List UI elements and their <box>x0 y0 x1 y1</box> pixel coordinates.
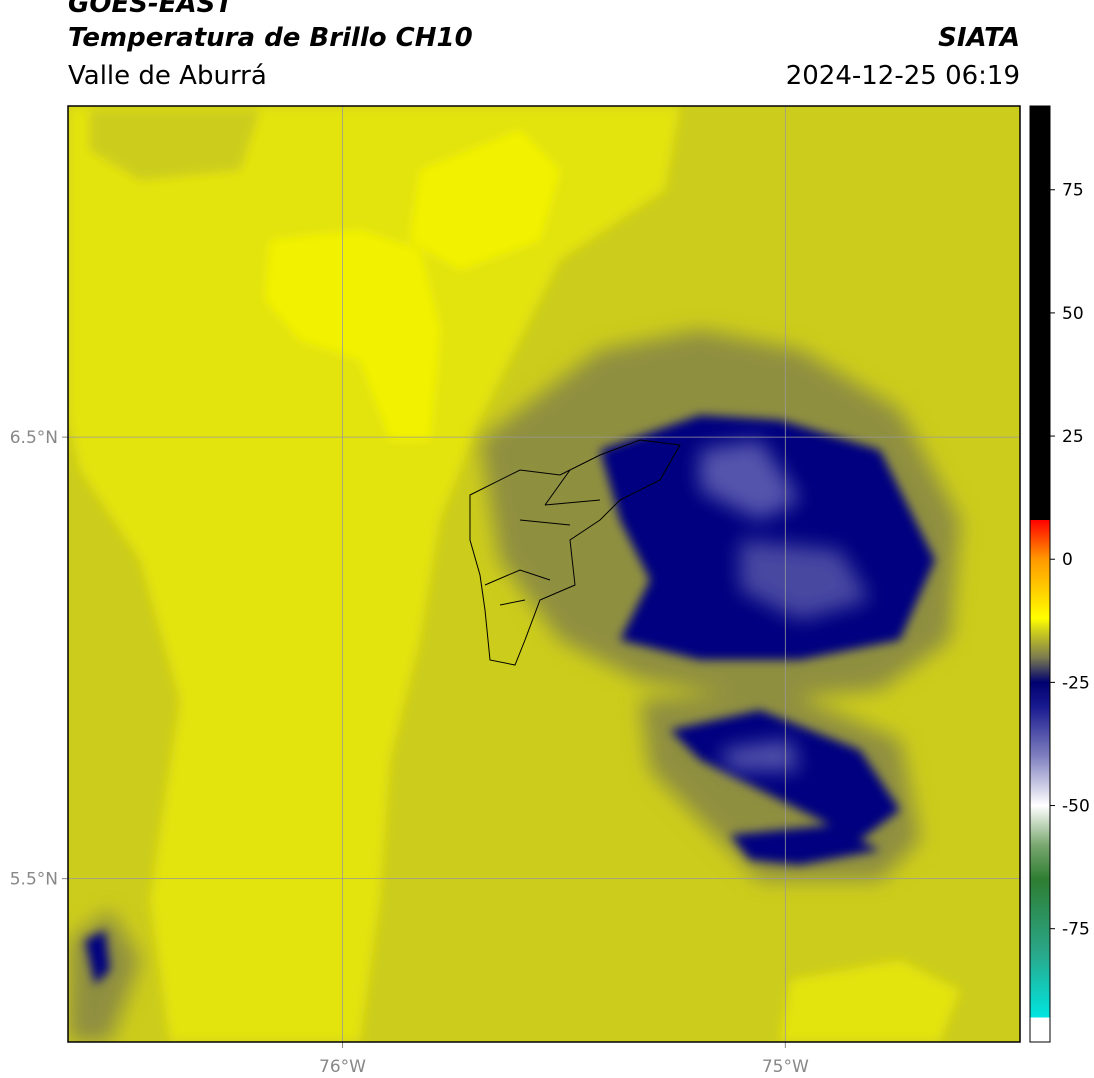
map-frame <box>67 105 1021 1043</box>
colorbar-label: 0 <box>1062 550 1073 570</box>
lat-label: 5.5°N <box>10 870 58 890</box>
lon-label: 75°W <box>762 1057 809 1077</box>
graticule <box>62 106 1020 1048</box>
lon-label: 76°W <box>319 1057 366 1077</box>
colorbar-label: 25 <box>1062 427 1084 447</box>
region: Valle de Aburrá <box>68 61 267 91</box>
lat-label: 6.5°N <box>10 428 58 448</box>
colorbar-label: -50 <box>1062 797 1090 817</box>
colorbar-label: 50 <box>1062 304 1084 324</box>
colorbar-label: -75 <box>1062 920 1090 940</box>
colorbar-label: 75 <box>1062 181 1084 201</box>
source: SIATA <box>938 23 1020 53</box>
subtitle: Temperatura de Brillo CH10 <box>68 23 473 53</box>
datetime: 2024-12-25 06:19 <box>786 61 1020 91</box>
title: GOES-EAST <box>68 0 235 19</box>
colorbar <box>1029 105 1051 1043</box>
colorbar-label: -25 <box>1062 673 1090 693</box>
satellite-image <box>68 106 1020 1042</box>
